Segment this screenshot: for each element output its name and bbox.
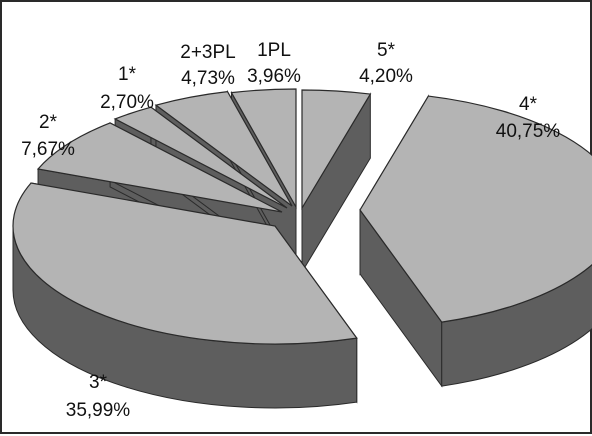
slice-label-1: 1* bbox=[118, 64, 137, 85]
slice-1pl bbox=[230, 88, 297, 210]
slice-1 bbox=[113, 106, 288, 209]
slice-value-2-3pl: 4,73% bbox=[181, 68, 235, 89]
slice-2-3pl bbox=[154, 90, 293, 207]
slice-label-3: 3* bbox=[89, 372, 108, 393]
slice-4-side bbox=[441, 264, 592, 387]
slice-label-2: 2* bbox=[39, 112, 58, 133]
slice-value-2: 7,67% bbox=[21, 139, 75, 160]
slice-value-1pl: 3,96% bbox=[247, 66, 301, 87]
slice-label-5: 5* bbox=[377, 40, 396, 61]
slice-value-5: 4,20% bbox=[359, 66, 413, 87]
slice-3 bbox=[12, 182, 358, 345]
slice-value-3: 35,99% bbox=[66, 400, 131, 421]
slice-5 bbox=[301, 89, 372, 211]
slice-label-2-3pl: 2+3PL bbox=[180, 42, 235, 63]
slice-label-1pl: 1PL bbox=[257, 40, 291, 61]
slice-value-4: 40,75% bbox=[496, 121, 561, 142]
slice-2 bbox=[36, 122, 283, 213]
slice-4 bbox=[359, 95, 592, 323]
slice-value-1: 2,70% bbox=[100, 92, 154, 113]
slice-label-4: 4* bbox=[519, 94, 538, 115]
